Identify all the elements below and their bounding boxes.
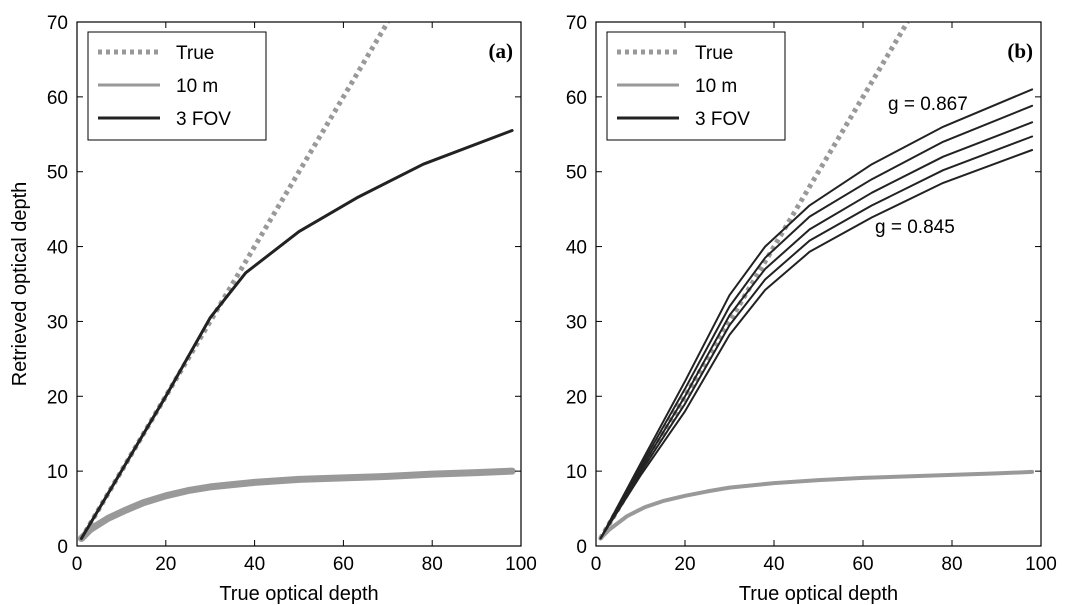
y-tick-label: 50 — [566, 163, 587, 184]
x-tick-label: 100 — [1025, 554, 1057, 575]
legend-entry-label: True — [695, 43, 733, 64]
legend: True 10 m 3 FOV — [606, 31, 786, 141]
x-tick-label: 40 — [244, 554, 265, 575]
x-tick-label: 20 — [674, 554, 695, 575]
series-line-10-m — [77, 467, 516, 542]
x-tick-label: 20 — [155, 554, 176, 575]
series-group — [77, 22, 516, 542]
y-tick-label: 30 — [566, 312, 587, 333]
annotation-label: g = 0.867 — [888, 94, 968, 115]
x-tick-label: 0 — [72, 554, 83, 575]
panel-label: (b) — [1007, 39, 1033, 63]
x-tick-label: 40 — [763, 554, 784, 575]
y-tick-label: 0 — [57, 537, 68, 558]
annotation-label: g = 0.845 — [875, 217, 955, 238]
x-tick-label: 60 — [852, 554, 873, 575]
series-line-3-fov — [599, 88, 1034, 540]
y-tick-label: 20 — [566, 387, 587, 408]
x-axis-title: True optical depth — [219, 583, 378, 605]
series-line-3-fov — [599, 121, 1034, 540]
series-line-10-m — [598, 469, 1035, 541]
chart-panel-1: 0 20 40 60 80 100 0 10 20 30 40 50 60 70 True optical … — [9, 13, 537, 605]
x-tick-label: 100 — [505, 554, 537, 575]
y-tick-label: 40 — [566, 238, 587, 259]
x-tick-label: 80 — [422, 554, 443, 575]
legend-entry-label: 10 m — [695, 76, 737, 97]
x-axis-title: True optical depth — [739, 583, 898, 605]
series-line-3-fov — [79, 129, 514, 540]
y-tick-label: 0 — [576, 537, 587, 558]
y-tick-label: 10 — [47, 462, 68, 483]
x-tick-label: 80 — [941, 554, 962, 575]
y-tick-label: 10 — [566, 462, 587, 483]
y-tick-label: 60 — [566, 88, 587, 109]
x-tick-label: 0 — [591, 554, 602, 575]
y-tick-label: 70 — [566, 13, 587, 34]
legend: True 10 m 3 FOV — [87, 31, 267, 141]
y-tick-label: 30 — [47, 312, 68, 333]
chart-panel-2: 0 20 40 60 80 100 0 10 20 30 40 50 60 70 True optical … — [566, 13, 1057, 605]
series-line-3-fov — [599, 135, 1034, 540]
y-tick-label: 40 — [47, 238, 68, 259]
series-group — [598, 22, 1035, 541]
plot-frame — [595, 21, 1042, 547]
panel-label: (a) — [489, 39, 514, 63]
legend-entry-label: 3 FOV — [176, 109, 231, 130]
y-axis-title: Retrieved optical depth — [9, 182, 31, 387]
y-tick-label: 70 — [47, 13, 68, 34]
y-tick-label: 50 — [47, 163, 68, 184]
y-tick-label: 60 — [47, 88, 68, 109]
series-line-3-fov — [599, 104, 1034, 540]
legend-entry-label: 10 m — [176, 76, 218, 97]
plot-frame — [76, 21, 522, 547]
series-line-3-fov — [599, 149, 1034, 540]
y-tick-label: 20 — [47, 387, 68, 408]
legend-entry-label: 3 FOV — [695, 109, 750, 130]
legend-entry-label: True — [176, 43, 214, 64]
x-tick-label: 60 — [333, 554, 354, 575]
